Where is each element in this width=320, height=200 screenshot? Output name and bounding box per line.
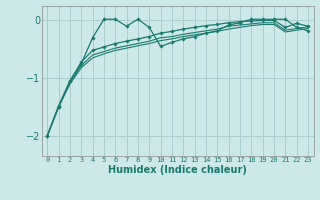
- X-axis label: Humidex (Indice chaleur): Humidex (Indice chaleur): [108, 165, 247, 175]
